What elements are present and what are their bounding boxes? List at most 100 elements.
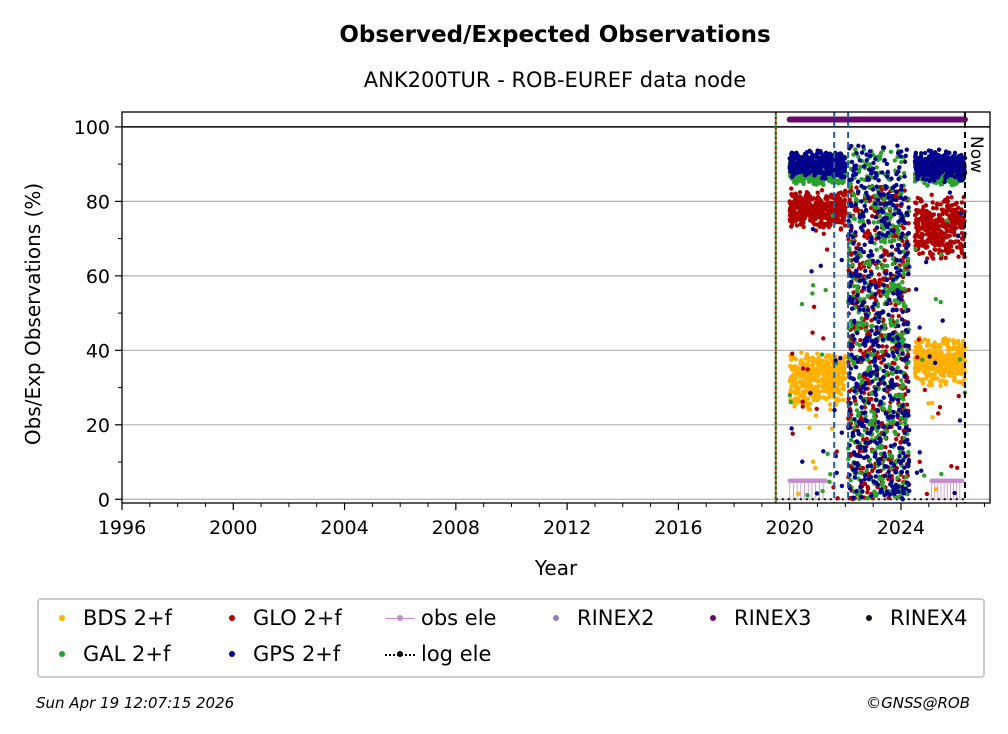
legend-label-gps: GPS 2+f [253, 642, 341, 666]
chart-subtitle: ANK200TUR - ROB-EUREF data node [364, 68, 746, 92]
point-glo-2-f [880, 344, 885, 349]
point-gal-2-f [801, 181, 806, 187]
point-bds-2-f [962, 358, 968, 364]
point-glo-2-f [815, 190, 820, 195]
point-glo-2-f [931, 256, 936, 261]
point-gps-2-f [876, 419, 881, 425]
point-gps-2-f [889, 252, 894, 257]
point-glo-2-f [951, 240, 956, 245]
legend-item-rinex3: RINEX3 [698, 606, 812, 630]
point-glo-2-f [816, 199, 821, 204]
point-gps-2-f [859, 183, 864, 189]
point-glo-2-f [812, 222, 817, 227]
point-gps-2-f [935, 175, 940, 180]
legend-marker-gal [47, 644, 77, 664]
point-glo-2-f [848, 412, 854, 417]
point-glo-2-f [870, 213, 875, 219]
point-gps-2-f [859, 405, 864, 410]
point-gps-2-f [865, 313, 870, 319]
point-gps-2-f [903, 153, 908, 159]
point-gps-2-f [888, 271, 893, 277]
point-glo-2-f [842, 223, 848, 228]
point-bds-2-f [798, 361, 803, 366]
point-bds-2-f [841, 385, 846, 391]
point-gps-2-f [863, 268, 868, 274]
point-gps-2-f [891, 463, 897, 468]
point-glo-2-f [787, 199, 792, 204]
legend-item-glo: GLO 2+f [217, 606, 342, 630]
point-glo-2-f [821, 213, 827, 219]
point-gps-2-f [896, 176, 901, 182]
point-gps-2-f [848, 366, 854, 371]
y-tick-label: 60 [86, 266, 110, 288]
point-gps-2-f [882, 202, 887, 208]
point-bds-2-f [788, 388, 793, 393]
point-bds-2-f [821, 381, 827, 387]
point-gal-2-f [863, 327, 868, 333]
point-gps-2-f [887, 297, 892, 302]
point-gal-2-f [811, 181, 816, 187]
point-gps-2-f [899, 183, 904, 189]
point-gps-2-f [872, 358, 878, 364]
now-label: Now [966, 136, 986, 173]
point-glo-2-f [954, 465, 960, 470]
point-gps-2-f [867, 373, 873, 378]
point-glo-2-f [894, 375, 900, 380]
point-glo-2-f [956, 254, 961, 259]
x-tick-label: 2020 [766, 517, 814, 539]
point-gal-2-f [892, 238, 897, 243]
point-bds-2-f [813, 384, 818, 389]
point-gps-2-f [869, 425, 875, 431]
point-gps-2-f [886, 384, 891, 390]
point-gps-2-f [879, 218, 884, 224]
point-bds-2-f [956, 342, 962, 348]
point-gal-2-f [898, 415, 904, 421]
point-gps-2-f [872, 301, 877, 306]
point-gal-2-f [875, 444, 881, 450]
point-gps-2-f [949, 165, 955, 170]
point-gps-2-f [900, 488, 906, 493]
y-tick-label: 0 [98, 489, 110, 511]
point-glo-2-f [927, 210, 932, 216]
point-glo-2-f [955, 218, 960, 223]
point-gps-2-f [860, 489, 865, 494]
point-glo-2-f [930, 252, 935, 257]
point-gps-2-f [857, 158, 863, 163]
point-gps-2-f [884, 464, 889, 469]
point-glo-2-f [826, 223, 832, 229]
point-glo-2-f [940, 217, 945, 222]
point-gps-2-f [818, 148, 823, 154]
point-gps-2-f [918, 153, 924, 159]
point-gps-2-f [873, 331, 878, 337]
point-gps-2-f [858, 246, 864, 252]
point-gps-2-f [896, 210, 901, 215]
point-gps-2-f [839, 257, 844, 263]
point-gps-2-f [856, 431, 862, 437]
point-gal-2-f [890, 371, 895, 376]
point-gps-2-f [862, 445, 868, 451]
legend-label-gal: GAL 2+f [83, 642, 171, 666]
point-gps-2-f [880, 337, 885, 342]
chart-title: Observed/Expected Observations [339, 22, 770, 48]
point-gal-2-f [880, 480, 886, 485]
point-gps-2-f [904, 357, 909, 362]
point-gal-2-f [821, 182, 826, 187]
point-gps-2-f [865, 175, 871, 181]
point-bds-2-f [926, 348, 932, 353]
point-gps-2-f [873, 337, 879, 342]
point-gal-2-f [896, 300, 902, 306]
point-gal-2-f [859, 379, 865, 384]
point-bds-2-f [914, 361, 919, 367]
point-gps-2-f [875, 259, 880, 264]
point-glo-2-f [902, 392, 908, 397]
point-gps-2-f [904, 245, 909, 251]
point-bds-2-f [837, 360, 842, 365]
point-gps-2-f [892, 491, 897, 496]
point-gps-2-f [821, 449, 826, 454]
point-gps-2-f [849, 306, 855, 311]
point-gps-2-f [889, 176, 894, 181]
point-gps-2-f [898, 460, 903, 466]
point-glo-2-f [819, 188, 825, 193]
point-gps-2-f [891, 291, 896, 296]
point-gps-2-f [876, 425, 881, 430]
